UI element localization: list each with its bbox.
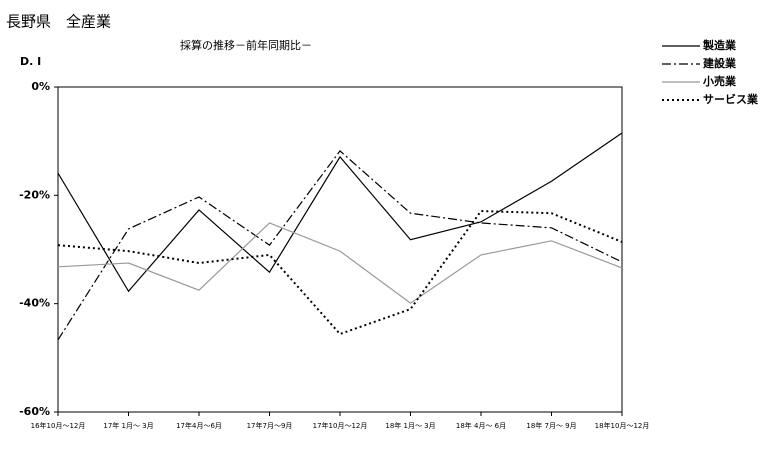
series-line — [57, 132, 623, 293]
y-tick-label: 0% — [31, 80, 50, 93]
x-tick-label: 18年10月～12月 — [595, 421, 650, 430]
series-line — [57, 222, 623, 304]
x-tick-label: 17年7月～9月 — [247, 421, 293, 430]
y-tick-label: -60% — [19, 405, 50, 418]
x-tick-label: 17年10月～12月 — [313, 421, 368, 430]
legend-label: 建設業 — [703, 56, 737, 70]
y-tick-label: -40% — [19, 297, 50, 310]
plot-frame — [57, 86, 623, 413]
x-tick-label: 17年 1月～ 3月 — [103, 421, 153, 430]
series-line — [57, 210, 623, 336]
legend-label: サービス業 — [703, 92, 759, 106]
x-tick-label: 18年 1月～ 3月 — [385, 421, 435, 430]
y-tick-label: -20% — [19, 188, 50, 201]
y-axis-label: D. I — [20, 55, 41, 68]
x-tick-label: 16年10月～12月 — [31, 421, 86, 430]
legend-label: 製造業 — [702, 38, 737, 52]
legend-label: 小売業 — [702, 74, 737, 88]
series-line — [57, 150, 623, 341]
x-tick-label: 17年4月～6月 — [176, 421, 222, 430]
x-tick-label: 18年 4月～ 6月 — [456, 421, 506, 430]
x-tick-label: 18年 7月～ 9月 — [526, 421, 576, 430]
chart-subtitle: 採算の推移－前年同期比－ — [180, 38, 312, 52]
chart-title: 長野県 全産業 — [6, 13, 111, 31]
